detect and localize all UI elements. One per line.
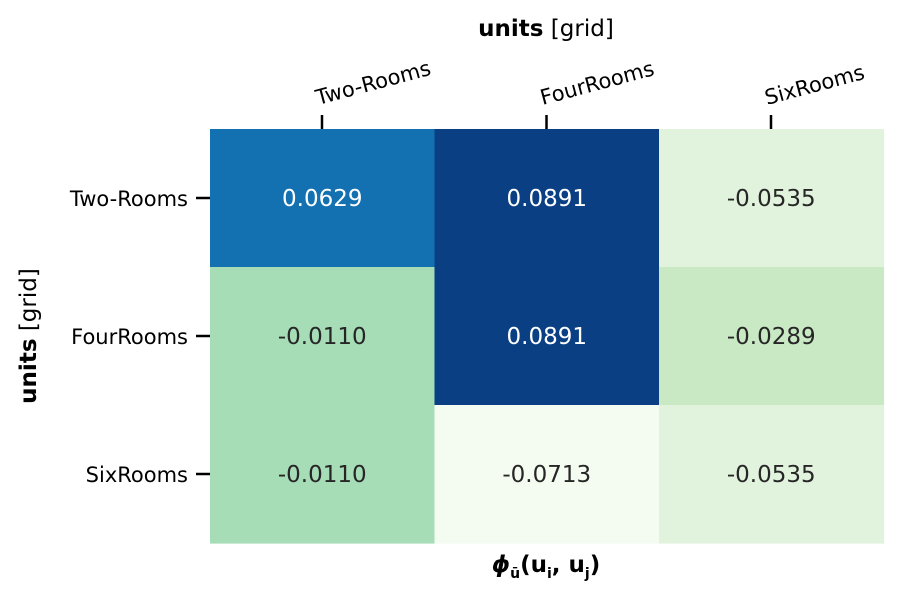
heatmap-cell [210,267,436,406]
cell-value-label: -0.0110 [278,324,367,350]
bottom-axis-label: ϕū(ui, uj) [492,552,600,582]
heatmap-cell [434,267,660,406]
x-axis-title-bold: units [478,16,543,42]
heatmap-cell [210,405,436,544]
cell-value-label: -0.0110 [278,462,367,488]
cell-value-label: 0.0891 [507,186,587,212]
cell-value-label: -0.0289 [727,324,816,350]
y-axis-ticks: Two-Rooms FourRooms SixRooms [69,187,210,487]
heatmap-cell [434,405,660,544]
y-tick-label: FourRooms [71,325,188,349]
y-tick-label: SixRooms [86,463,188,487]
y-axis-title-bold: units [16,338,42,403]
cell-value-label: -0.0713 [502,462,591,488]
y-axis-title-unit: [grid] [16,268,42,338]
cell-value-label: -0.0535 [727,186,816,212]
heatmap-cell [659,405,885,544]
x-tick-label: Two-Rooms [312,56,433,110]
x-tick-label: FourRooms [538,56,657,109]
heatmap-cell [210,129,436,268]
x-axis-title: units [grid] [478,16,614,42]
heatmap-cell [659,267,885,406]
x-axis-title-unit: [grid] [544,16,614,42]
cell-value-label: 0.0891 [507,324,587,350]
heatmap-cells: 0.0629 0.0891 -0.0535 -0.0110 0.0891 -0.0289 -… [210,129,885,544]
y-axis-title: units [grid] [16,268,42,404]
cell-value-label: 0.0629 [282,186,362,212]
y-tick-label: Two-Rooms [69,187,188,211]
x-tick-label: SixRooms [762,60,867,110]
cell-value-label: -0.0535 [727,462,816,488]
x-axis-ticks: Two-Rooms FourRooms SixRooms [312,56,867,129]
heatmap-cell [659,129,885,268]
heatmap-cell [434,129,660,268]
